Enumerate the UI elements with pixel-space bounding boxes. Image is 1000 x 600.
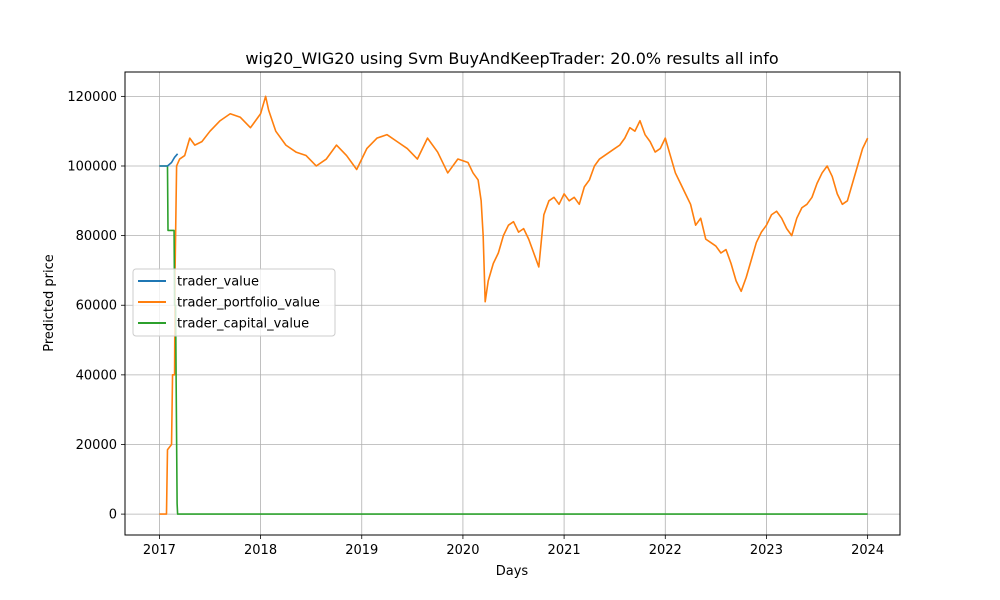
x-tick-label: 2022: [649, 543, 682, 558]
y-axis: 0 20000 40000 60000 80000 100000 120000: [67, 90, 125, 523]
x-axis-label: Days: [496, 564, 529, 579]
legend-label-trader-capital-value: trader_capital_value: [177, 317, 309, 332]
series-layer: [159, 95, 869, 515]
y-tick-label: 20000: [76, 438, 117, 453]
series-line-trader-capital-value: [159, 165, 868, 515]
x-axis: 2017 2018 2019 2020 2021 2022 2023 2024: [143, 535, 884, 558]
legend-label-trader-value: trader_value: [177, 275, 259, 290]
series-line-trader-value: [159, 153, 179, 167]
y-tick-label: 120000: [67, 90, 117, 105]
y-axis-label: Predicted price: [42, 254, 57, 352]
x-tick-label: 2023: [750, 543, 783, 558]
y-tick-label: 60000: [76, 299, 117, 314]
y-tick-label: 0: [109, 508, 117, 523]
legend: trader_value trader_portfolio_valuetrader…: [132, 268, 336, 337]
y-tick-label: 40000: [76, 368, 117, 383]
y-tick-label: 80000: [76, 229, 117, 244]
x-tick-label: 2019: [345, 543, 378, 558]
x-tick-label: 2017: [143, 543, 176, 558]
x-tick-label: 2021: [548, 543, 581, 558]
series-line-trader-portfolio-value: [159, 95, 869, 515]
chart-title: wig20_WIG20 using Svm BuyAndKeepTrader: …: [245, 49, 778, 69]
plot-frame: [124, 71, 901, 536]
x-tick-label: 2024: [851, 543, 884, 558]
legend-box: [132, 268, 336, 337]
x-tick-label: 2018: [244, 543, 277, 558]
y-tick-label: 100000: [67, 159, 117, 174]
x-tick-label: 2020: [446, 543, 479, 558]
legend-label-trader-portfolio-value: trader_portfolio_value: [177, 296, 320, 311]
